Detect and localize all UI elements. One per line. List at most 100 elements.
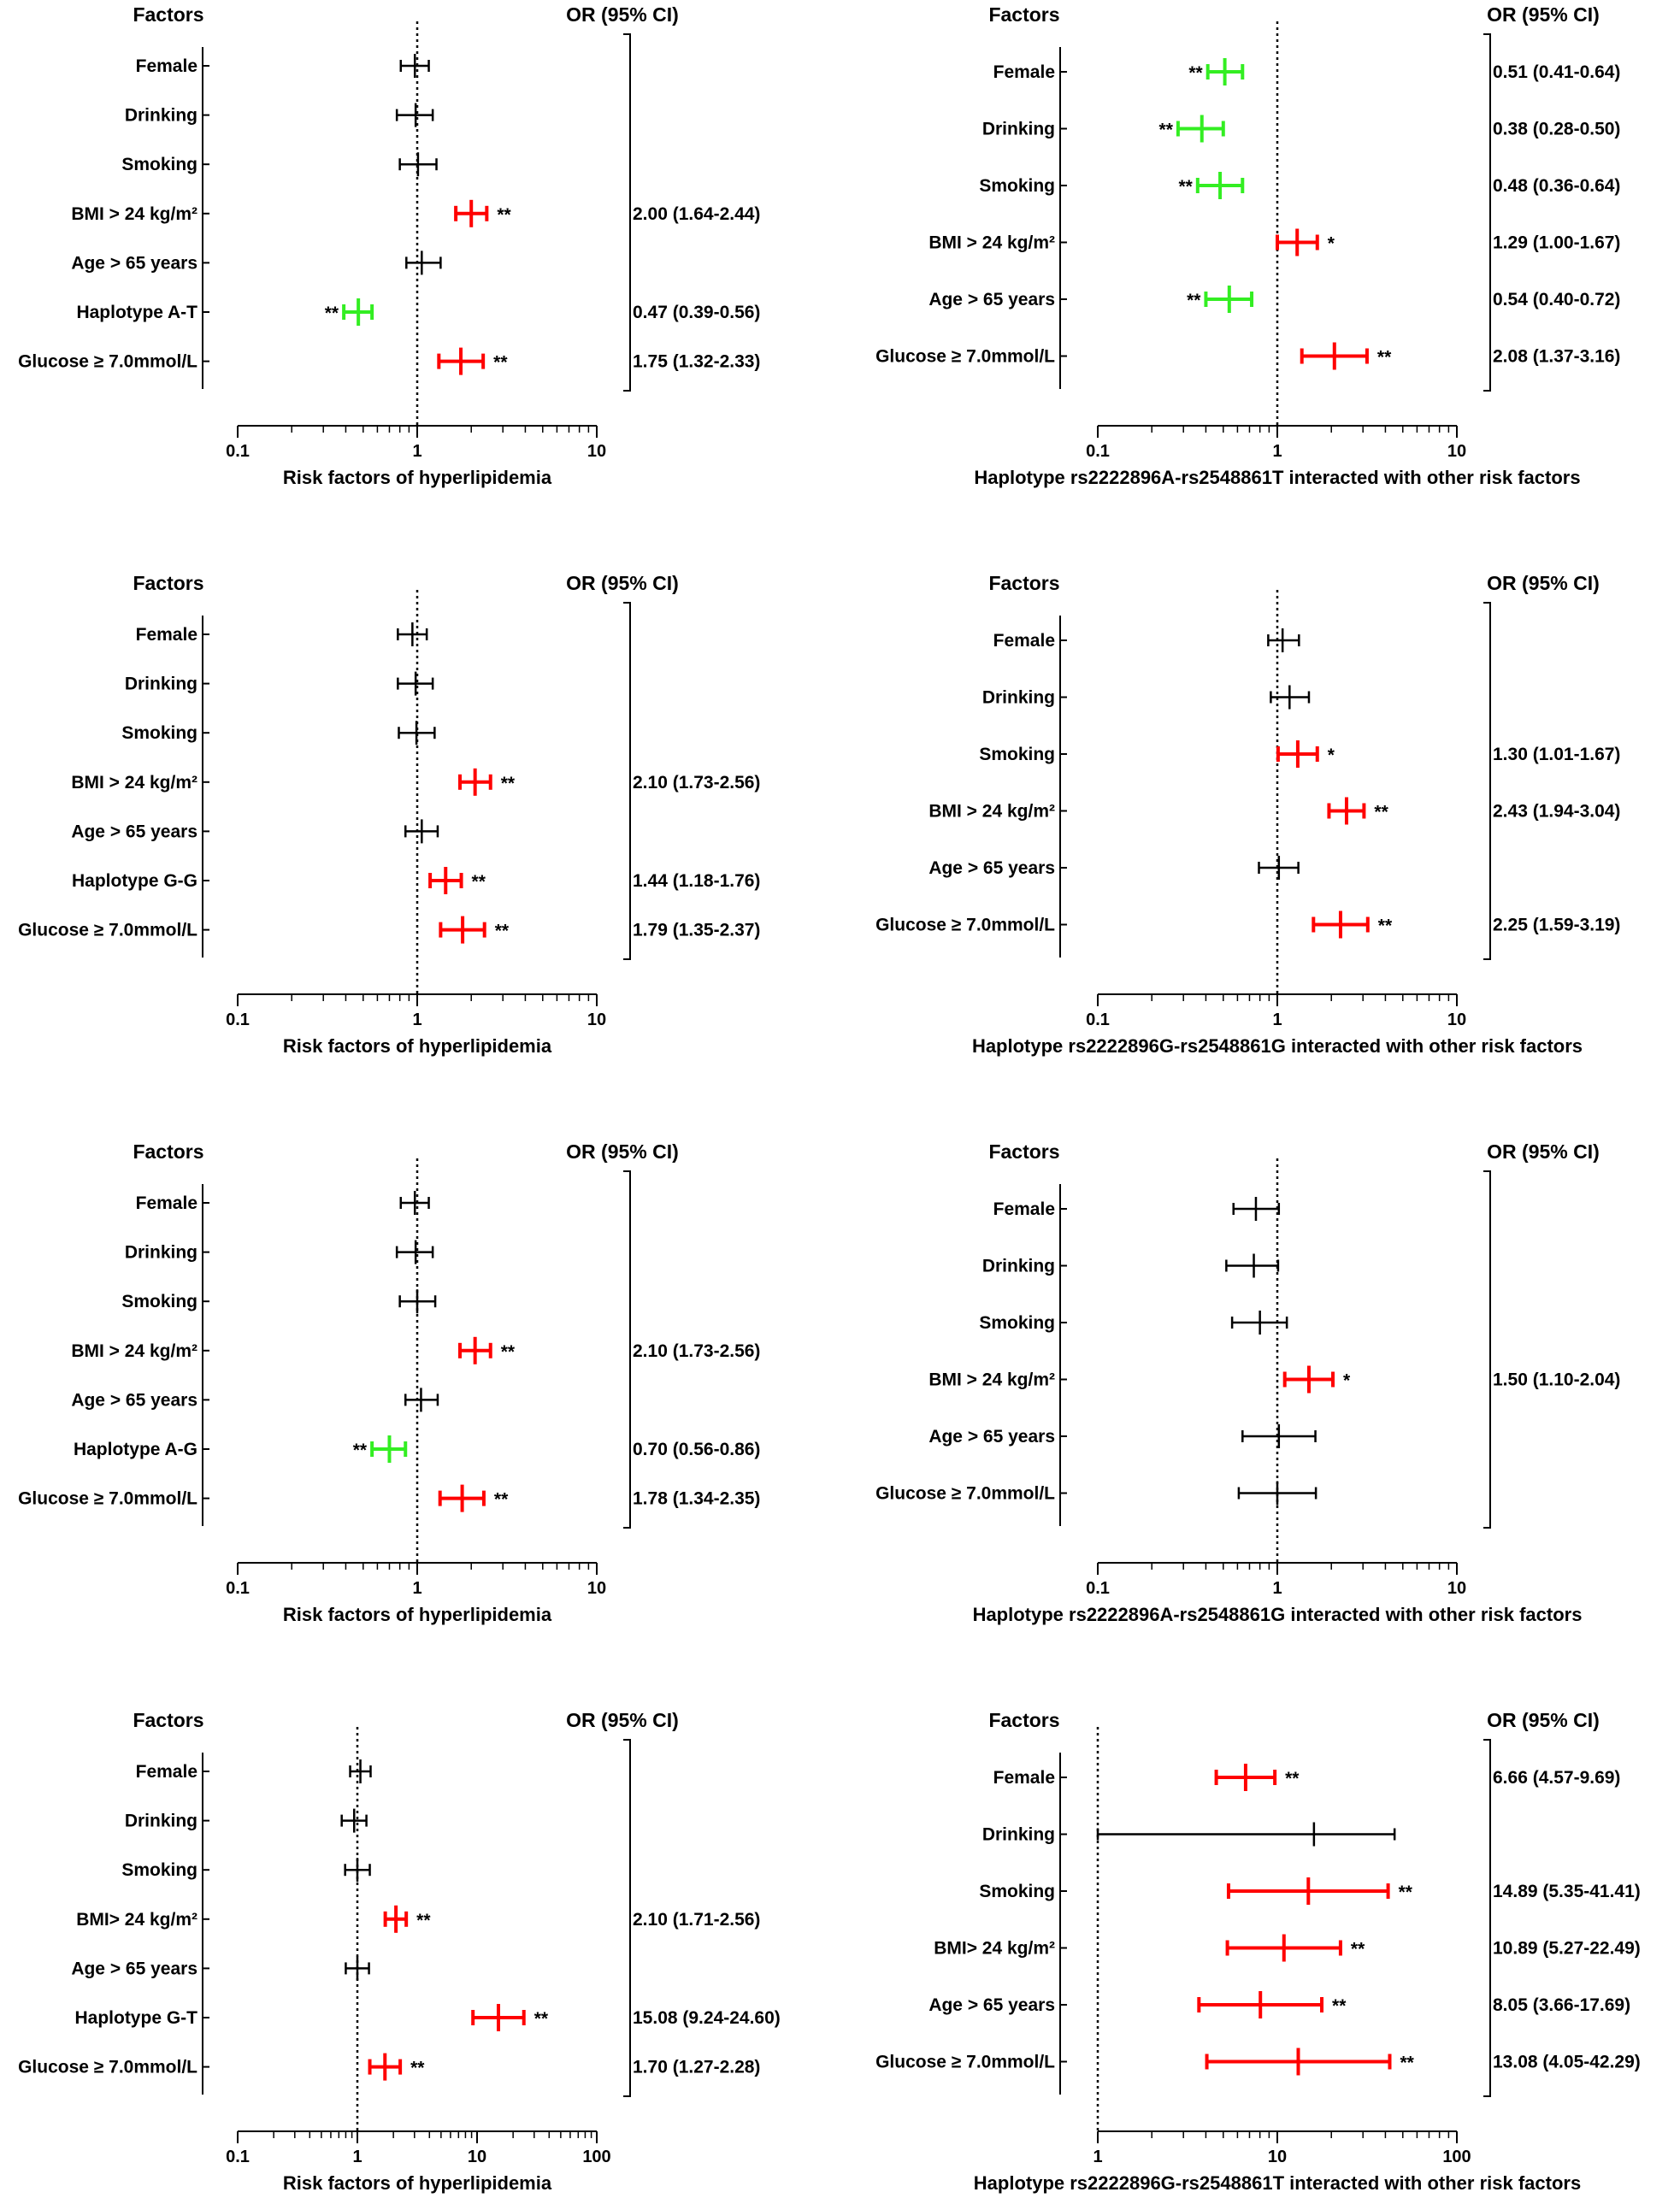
header-factors: Factors [988, 1140, 1059, 1163]
significance-marker: ** [1178, 177, 1193, 197]
factor-label: Female [993, 1199, 1055, 1219]
x-tick-label: 10 [1447, 1579, 1466, 1598]
significance-marker: ** [1188, 63, 1203, 83]
factor-label: Age > 65 years [928, 290, 1055, 309]
x-tick-label: 0.1 [1086, 1579, 1110, 1598]
x-axis-title: Risk factors of hyperlipidemia [283, 1604, 552, 1625]
x-tick-label: 0.1 [226, 442, 250, 461]
significance-marker: ** [501, 774, 516, 793]
significance-marker: ** [495, 922, 510, 941]
factor-label: Female [136, 625, 197, 645]
significance-marker: ** [1377, 348, 1392, 368]
factor-label: Age > 65 years [71, 1959, 197, 1978]
significance-marker: ** [416, 1911, 431, 1930]
factor-label: Female [993, 631, 1055, 651]
x-tick-label: 1 [1272, 442, 1282, 461]
factor-label: BMI> 24 kg/m² [934, 1939, 1055, 1959]
factor-label: Female [136, 1762, 197, 1782]
significance-marker: ** [497, 205, 511, 225]
or-ci-value: 1.44 (1.18-1.76) [633, 871, 760, 891]
significance-marker: ** [534, 2009, 549, 2029]
or-ci-value: 1.70 (1.27-2.28) [633, 2058, 760, 2077]
x-tick-label: 10 [1447, 442, 1466, 461]
significance-marker: ** [1159, 121, 1174, 140]
or-ci-value: 0.48 (0.36-0.64) [1493, 176, 1620, 196]
or-bracket [1483, 602, 1491, 960]
header-factors: Factors [988, 3, 1059, 26]
x-tick-label: 1 [412, 1579, 421, 1598]
factor-label: Age > 65 years [928, 1427, 1055, 1447]
factor-label: Female [993, 1768, 1055, 1788]
x-axis-title: Risk factors of hyperlipidemia [283, 467, 552, 488]
header-factors: Factors [133, 1709, 203, 1731]
or-ci-value: 6.66 (4.57-9.69) [1493, 1768, 1620, 1788]
factor-label: Drinking [125, 675, 197, 694]
significance-marker: ** [1400, 2054, 1415, 2073]
factor-label: BMI > 24 kg/m² [71, 204, 197, 224]
x-tick-label: 0.1 [226, 1011, 250, 1029]
or-ci-value: 0.70 (0.56-0.86) [633, 1440, 760, 1459]
factor-label: Smoking [121, 723, 197, 743]
or-ci-value: 8.05 (3.66-17.69) [1493, 1995, 1630, 2015]
x-tick-label: 1 [1093, 2148, 1102, 2166]
significance-marker: ** [1332, 1996, 1347, 2016]
x-tick-label: 1 [1272, 1579, 1282, 1598]
significance-marker: ** [472, 872, 486, 892]
factor-label: Glucose ≥ 7.0mmol/L [18, 2058, 197, 2077]
x-tick-label: 0.1 [1086, 442, 1110, 461]
header-or-ci: OR (95% CI) [1487, 3, 1600, 26]
or-ci-value: 2.10 (1.73-2.56) [633, 773, 760, 793]
factor-label: Glucose ≥ 7.0mmol/L [875, 2053, 1055, 2072]
factor-label: Haplotype G-G [72, 871, 197, 891]
significance-marker: ** [1378, 916, 1393, 936]
factor-label: Female [993, 62, 1055, 82]
header-or-ci: OR (95% CI) [1487, 1709, 1600, 1731]
factor-label: Glucose ≥ 7.0mmol/L [875, 916, 1055, 935]
factor-label: Age > 65 years [928, 858, 1055, 878]
header-or-ci: OR (95% CI) [1487, 1140, 1600, 1163]
factor-label: Glucose ≥ 7.0mmol/L [18, 352, 197, 372]
or-ci-value: 2.25 (1.59-3.19) [1493, 916, 1620, 935]
header-or-ci: OR (95% CI) [566, 1709, 679, 1731]
x-axis-title: Risk factors of hyperlipidemia [283, 1035, 552, 1057]
factor-label: Drinking [125, 106, 197, 126]
factor-label: Age > 65 years [928, 1995, 1055, 2015]
x-tick-label: 10 [587, 442, 606, 461]
x-axis-title: Haplotype rs2222896G-rs2548861T interact… [974, 2172, 1581, 2194]
factor-label: Haplotype G-T [74, 2008, 197, 2028]
factor-label: Smoking [979, 1313, 1055, 1333]
or-ci-value: 10.89 (5.27-22.49) [1493, 1939, 1641, 1959]
or-ci-value: 2.10 (1.73-2.56) [633, 1341, 760, 1361]
or-ci-value: 1.30 (1.01-1.67) [1493, 745, 1620, 764]
factor-label: Female [136, 56, 197, 76]
factor-label: BMI > 24 kg/m² [928, 233, 1055, 253]
significance-marker: ** [493, 353, 508, 373]
x-tick-label: 100 [582, 2148, 610, 2166]
or-bracket [1483, 33, 1491, 392]
header-factors: Factors [133, 572, 203, 594]
or-ci-value: 1.79 (1.35-2.37) [633, 921, 760, 940]
factor-label: Smoking [121, 155, 197, 174]
x-tick-label: 0.1 [226, 1579, 250, 1598]
x-tick-label: 100 [1442, 2148, 1471, 2166]
or-ci-value: 2.10 (1.71-2.56) [633, 1910, 760, 1930]
significance-marker: ** [494, 1490, 509, 1510]
or-ci-value: 0.51 (0.41-0.64) [1493, 62, 1620, 82]
factor-label: Female [136, 1193, 197, 1213]
factor-label: Drinking [125, 1812, 197, 1831]
factor-label: Smoking [979, 1882, 1055, 1901]
x-tick-label: 10 [468, 2148, 486, 2166]
or-bracket [1483, 1739, 1491, 2097]
header-or-ci: OR (95% CI) [566, 3, 679, 26]
header-factors: Factors [133, 3, 203, 26]
significance-marker: ** [1374, 803, 1388, 822]
x-tick-label: 0.1 [226, 2148, 250, 2166]
x-tick-label: 1 [1272, 1011, 1282, 1029]
x-tick-label: 10 [1447, 1011, 1466, 1029]
or-ci-value: 1.29 (1.00-1.67) [1493, 233, 1620, 253]
x-axis-title: Haplotype rs2222896G-rs2548861G interact… [972, 1035, 1583, 1057]
factor-label: Smoking [121, 1292, 197, 1311]
or-ci-value: 0.38 (0.28-0.50) [1493, 120, 1620, 139]
factor-label: Age > 65 years [71, 822, 197, 841]
